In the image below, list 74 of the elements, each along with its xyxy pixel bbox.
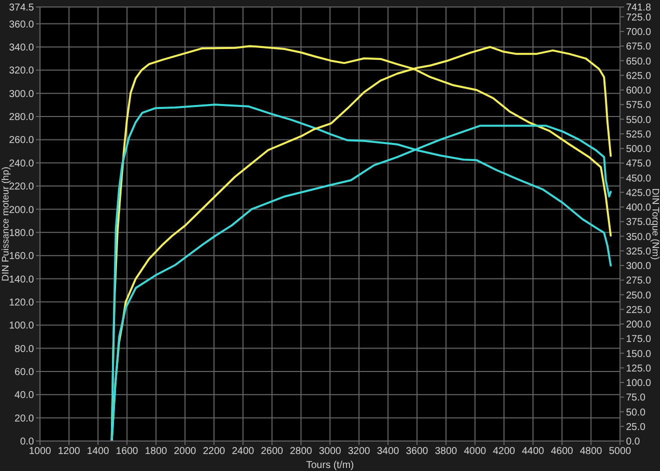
x-tick-label: 2600: [260, 446, 284, 458]
y-tick-label: 0.0: [20, 436, 34, 448]
x-tick-label: 2000: [174, 446, 197, 458]
y2-tick-label: 325.0: [626, 246, 652, 258]
x-tick-label: 1800: [144, 446, 168, 458]
y2-tick-label: 75.0: [626, 392, 646, 404]
x-tick-label: 3000: [318, 446, 342, 458]
y2-tick-label: 475.0: [626, 158, 652, 170]
y-tick-label: 80.0: [14, 344, 34, 355]
y-tick-label: 20.0: [14, 413, 34, 424]
y2-tick-label: 625.0: [626, 70, 652, 82]
y2-tick-label: 300.0: [626, 261, 652, 272]
y2-tick-label: 575.0: [626, 100, 652, 112]
y-tick-label: 280.0: [8, 112, 34, 124]
x-tick-label: 3600: [406, 446, 429, 458]
y-tick-label: 160.0: [8, 251, 34, 262]
y-tick-label: 360.0: [8, 19, 34, 30]
y2-tick-label: 150.0: [626, 348, 652, 360]
y2-tick-label: 725.0: [626, 12, 652, 24]
x-tick-label: 3200: [348, 446, 371, 458]
y-tick-label: 300.0: [8, 88, 34, 100]
y2-tick-label: 741.8: [626, 2, 652, 14]
x-tick-label: 3400: [376, 446, 400, 458]
y-tick-label: 220.0: [8, 182, 34, 193]
x-tick-label: 4400: [522, 446, 545, 458]
y-tick-label: 240.0: [8, 158, 34, 170]
y2-tick-label: 100.0: [626, 378, 652, 390]
x-tick-label: 3800: [434, 446, 458, 458]
x-tick-label: 1000: [28, 446, 52, 458]
y-tick-label: 200.0: [8, 204, 34, 216]
y2-axis-title: DIN Torque (Nm): [650, 188, 660, 260]
y2-tick-label: 525.0: [626, 129, 652, 140]
y2-tick-label: 600.0: [626, 86, 652, 97]
y-tick-label: 320.0: [8, 66, 34, 77]
x-axis-title: Tours (t/m): [306, 460, 354, 471]
y2-tick-label: 225.0: [626, 304, 652, 316]
y2-tick-label: 675.0: [626, 42, 652, 53]
y-tick-label: 60.0: [14, 367, 34, 378]
y2-tick-label: 700.0: [626, 27, 652, 38]
y2-tick-label: 125.0: [626, 363, 652, 374]
y2-tick-label: 500.0: [626, 144, 652, 156]
y2-tick-label: 250.0: [626, 290, 652, 302]
y-tick-label: 100.0: [8, 320, 34, 332]
x-tick-label: 4000: [464, 446, 487, 458]
y-tick-label: 180.0: [8, 228, 34, 239]
y2-tick-label: 275.0: [626, 276, 652, 287]
y2-tick-label: 425.0: [626, 188, 652, 199]
y-tick-label: 120.0: [8, 297, 34, 308]
y2-tick-label: 400.0: [626, 202, 652, 214]
y2-tick-label: 175.0: [626, 334, 652, 346]
x-tick-label: 1400: [86, 446, 110, 458]
y2-tick-label: 25.0: [626, 422, 646, 433]
x-tick-label: 2400: [232, 446, 255, 458]
y2-tick-label: 0.0: [626, 436, 640, 448]
y-tick-label: 40.0: [14, 390, 34, 402]
y2-tick-label: 50.0: [626, 407, 646, 418]
x-tick-label: 4800: [580, 446, 603, 458]
y2-tick-label: 375.0: [626, 217, 652, 228]
y-tick-label: 260.0: [8, 135, 34, 146]
x-tick-label: 5000: [608, 446, 632, 458]
x-tick-label: 4200: [492, 446, 516, 458]
x-tick-label: 2200: [202, 446, 226, 458]
y2-tick-label: 650.0: [626, 56, 652, 68]
y-tick-label: 140.0: [8, 274, 34, 286]
y-tick-label: 374.5: [8, 2, 34, 14]
x-tick-label: 1200: [58, 446, 81, 458]
y-tick-label: 340.0: [8, 42, 34, 54]
y2-tick-label: 350.0: [626, 232, 652, 243]
x-tick-label: 2800: [290, 446, 313, 458]
y2-tick-label: 450.0: [626, 173, 652, 184]
x-tick-label: 1600: [116, 446, 139, 458]
x-tick-label: 4600: [550, 446, 574, 458]
y2-tick-label: 550.0: [626, 114, 652, 126]
y2-tick-label: 200.0: [626, 320, 652, 331]
